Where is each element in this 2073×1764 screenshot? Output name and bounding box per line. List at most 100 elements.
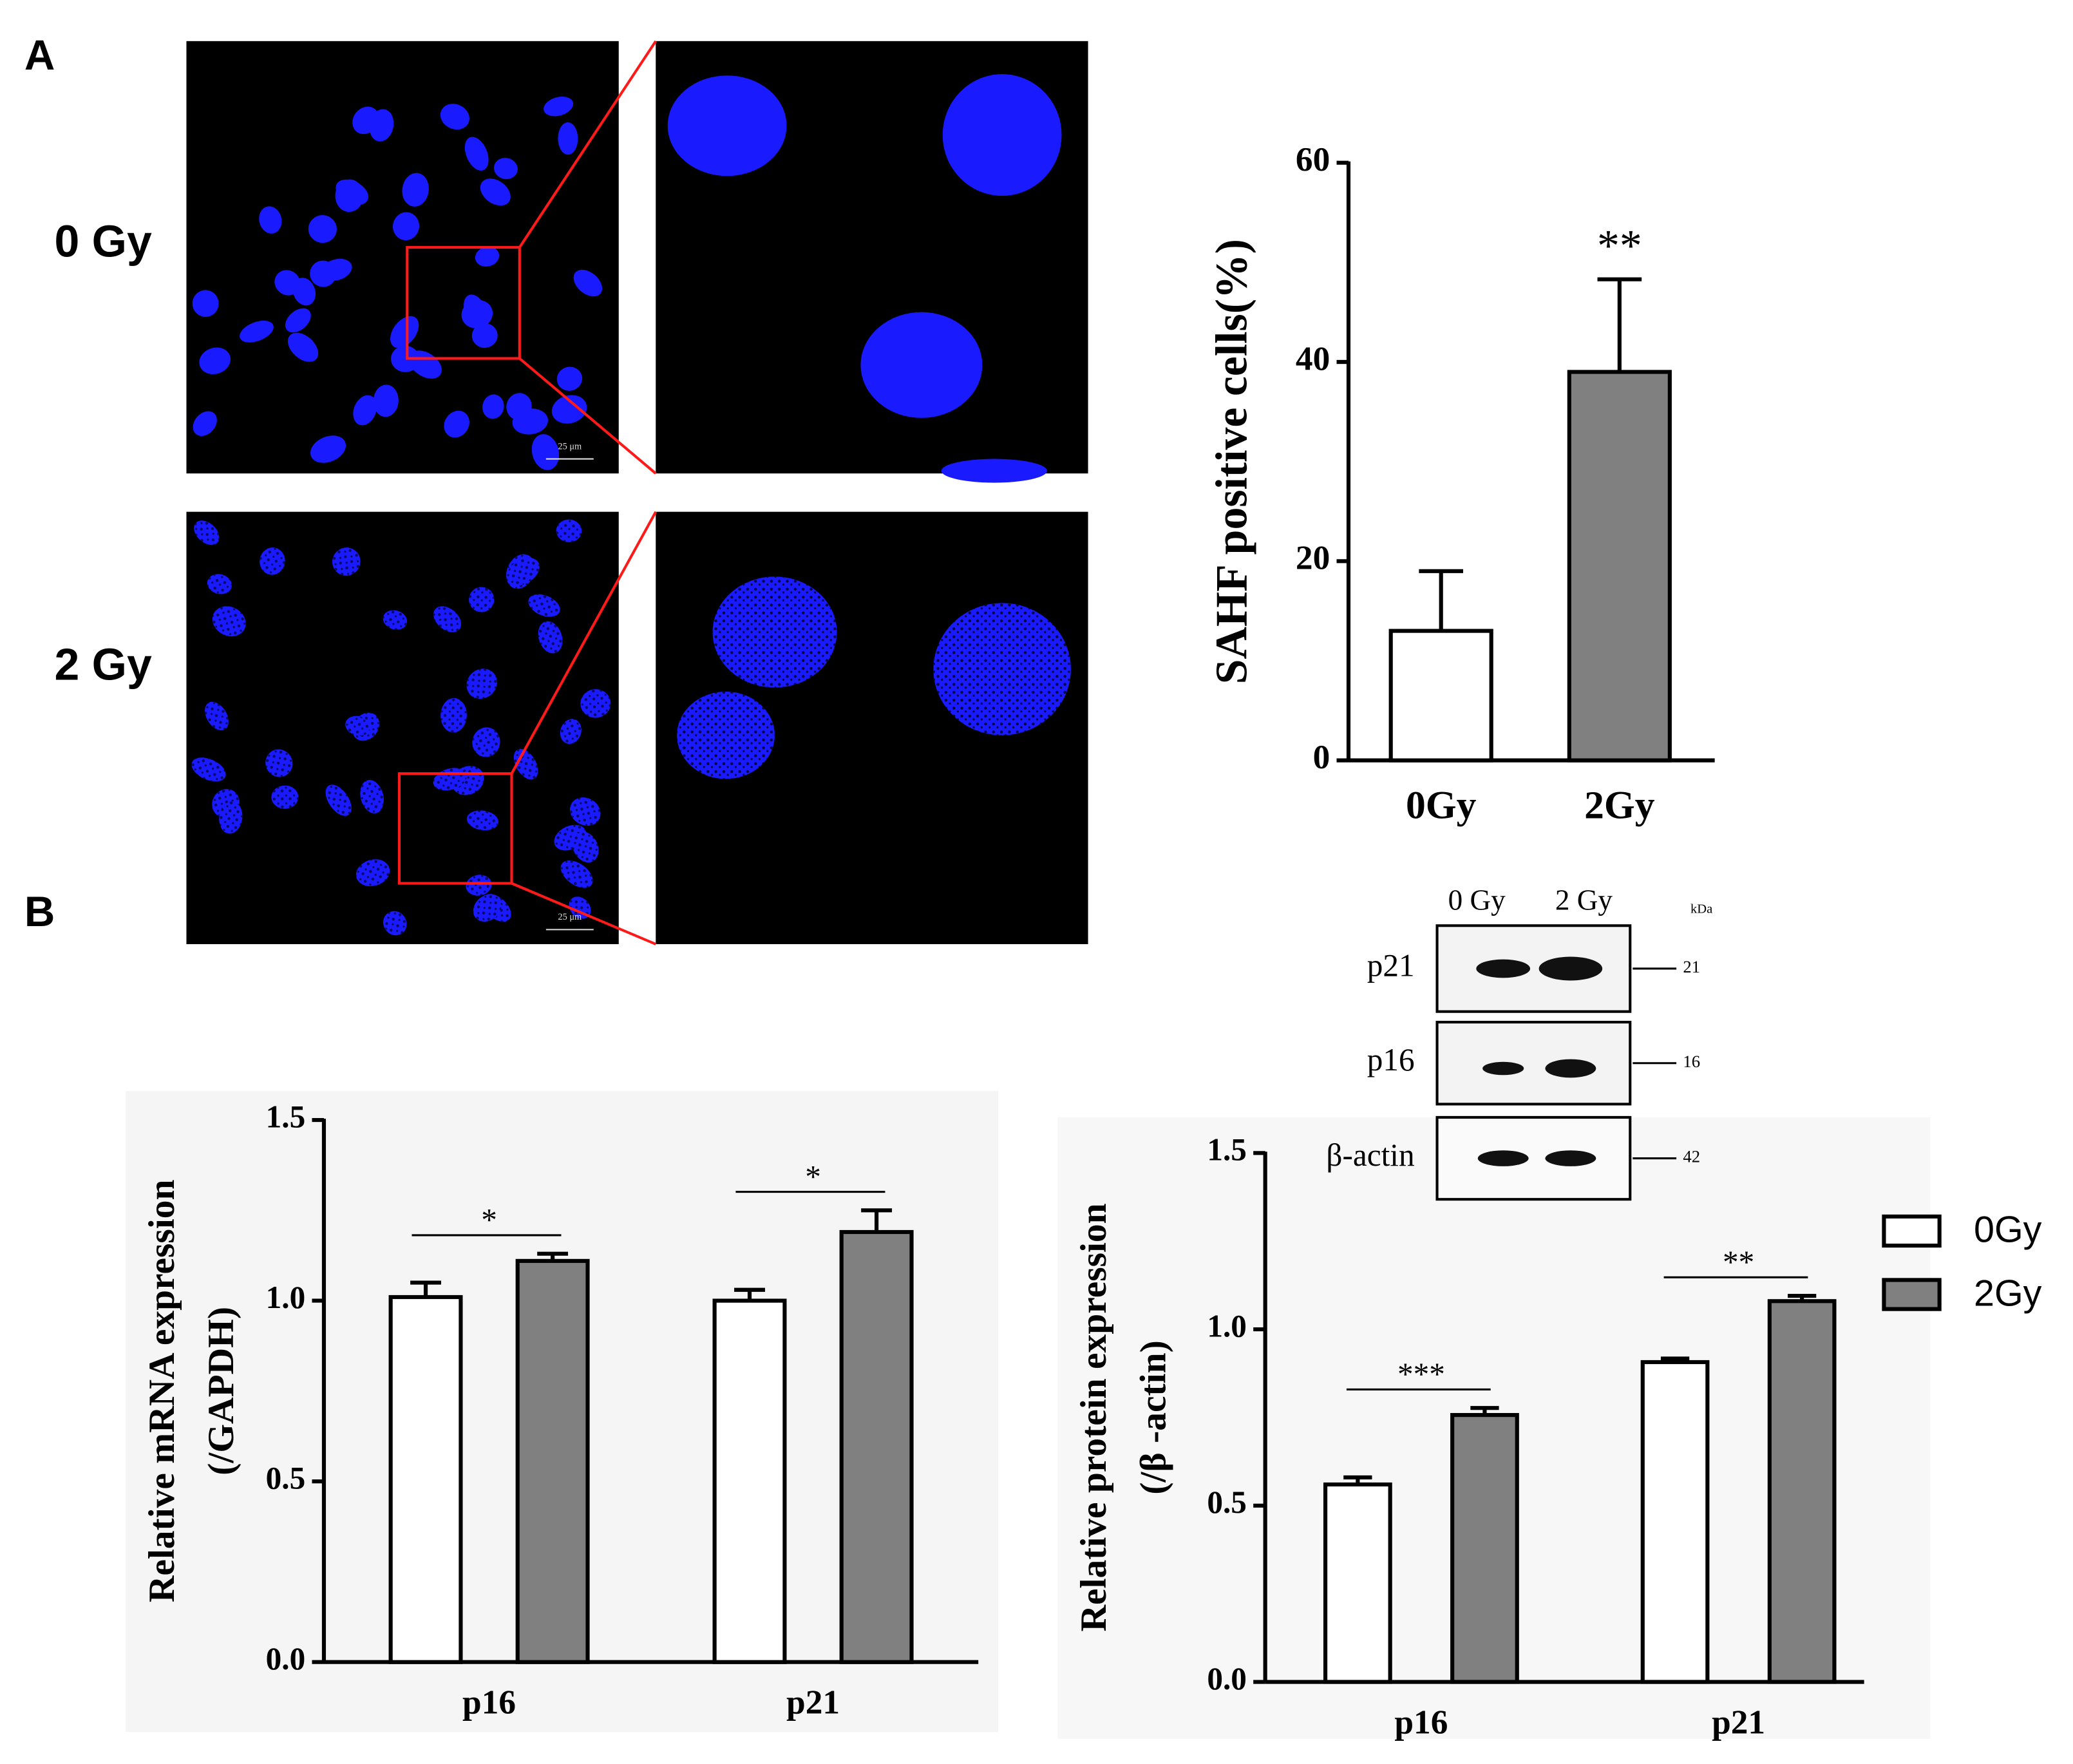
- nucleus-speckle: [332, 547, 361, 576]
- nucleus-speckle: [560, 719, 582, 744]
- y-axis-label: SAHF positive cells(%): [1207, 239, 1257, 684]
- nucleus: [464, 137, 489, 171]
- zoom-box: [397, 772, 513, 885]
- y-tick-label: 0.5: [266, 1460, 306, 1495]
- nucleus: [199, 347, 231, 375]
- nucleus: [440, 104, 469, 130]
- blot-protein: p16: [1367, 1042, 1415, 1077]
- blot-kda: 42: [1683, 1147, 1700, 1166]
- bar: [1567, 370, 1672, 763]
- nucleus-speckle: [466, 810, 498, 831]
- nucleus-speckle: [383, 610, 408, 630]
- zoom-box: [406, 246, 521, 360]
- blot-protein: p21: [1367, 947, 1415, 983]
- scale-bar-label: 25 μm: [558, 441, 582, 451]
- significance-label: ***: [1397, 1356, 1445, 1392]
- significance-label: **: [1597, 222, 1642, 271]
- nucleus: [493, 158, 518, 180]
- nucleus: [285, 308, 311, 333]
- y-tick-label: 1.5: [266, 1099, 306, 1134]
- blot-band: [1482, 1061, 1524, 1076]
- nucleus: [444, 410, 469, 438]
- nucleus-speckle: [677, 691, 775, 779]
- y-tick-label: 1.0: [1207, 1308, 1247, 1343]
- nucleus-speckle: [194, 520, 220, 545]
- nucleus-speckle: [260, 547, 285, 575]
- nucleus-speckle: [466, 669, 497, 699]
- nucleus: [369, 109, 394, 142]
- zoom-line: [511, 882, 657, 945]
- y-tick-label: 0.5: [1207, 1484, 1247, 1520]
- x-tick-label: p21: [786, 1683, 840, 1721]
- dose-label: 0 Gy: [54, 216, 151, 266]
- nucleus: [308, 215, 337, 243]
- nucleus-speckle: [572, 831, 599, 863]
- nucleus: [475, 246, 500, 267]
- y-tick-label: 40: [1296, 339, 1330, 377]
- nucleus: [192, 290, 219, 318]
- bar: [1767, 1299, 1837, 1684]
- y-axis-label: (/GAPDH): [201, 1307, 241, 1475]
- significance-label: *: [805, 1159, 821, 1194]
- nucleus-speckle: [466, 875, 492, 896]
- panel-label: A: [24, 32, 55, 79]
- nucleus: [259, 206, 282, 234]
- nucleus: [556, 366, 583, 391]
- blot-box: [1435, 1021, 1632, 1106]
- nucleus: [240, 320, 274, 343]
- y-axis-label: Relative protein expression: [1074, 1203, 1114, 1631]
- significance-label: *: [481, 1202, 497, 1238]
- scale-bar-label: 25 μm: [558, 912, 582, 922]
- blot-lane-label: 0 Gy: [1448, 884, 1506, 916]
- nucleus: [335, 179, 364, 213]
- blot-band: [1545, 1059, 1596, 1078]
- significance-label: **: [1723, 1244, 1754, 1280]
- nucleus: [480, 178, 511, 206]
- nucleus-speckle: [469, 587, 495, 612]
- nucleus-speckle: [345, 716, 371, 736]
- bar: [1450, 1413, 1519, 1684]
- nucleus: [471, 323, 498, 348]
- nucleus-speckle: [580, 689, 611, 718]
- y-tick-label: 20: [1296, 538, 1330, 577]
- nucleus-speckle: [219, 801, 243, 834]
- bar: [515, 1258, 590, 1664]
- error-bar: [861, 1208, 893, 1232]
- nucleus: [482, 394, 504, 419]
- nucleus-speckle: [440, 697, 467, 733]
- zoom-line: [518, 40, 657, 249]
- zoom-line: [518, 357, 657, 475]
- blot-band: [1477, 1150, 1529, 1166]
- bar: [1640, 1360, 1710, 1684]
- nucleus-speckle: [712, 576, 837, 688]
- bar: [1323, 1482, 1392, 1684]
- blot-band: [1538, 956, 1603, 981]
- legend-label: 2Gy: [1974, 1273, 2042, 1314]
- y-tick-label: 0.0: [1207, 1661, 1247, 1696]
- nucleus: [373, 384, 399, 417]
- nucleus-speckle: [433, 606, 462, 632]
- y-tick-label: 60: [1296, 140, 1330, 178]
- y-tick-label: 0: [1313, 737, 1330, 776]
- x-tick-label: 0Gy: [1406, 784, 1477, 828]
- legend-swatch: [1882, 1214, 1942, 1248]
- nucleus-speckle: [325, 784, 352, 816]
- nucleus-speckle: [933, 603, 1071, 735]
- panel-label: B: [24, 888, 55, 935]
- nucleus-speckle: [472, 727, 500, 757]
- nucleus: [287, 332, 319, 362]
- nucleus-speckle: [506, 558, 540, 586]
- nucleus: [391, 345, 420, 372]
- x-tick-label: p21: [1712, 1703, 1765, 1741]
- nucleus: [390, 316, 419, 348]
- blot-kda: 16: [1683, 1052, 1700, 1071]
- nucleus-speckle: [556, 519, 582, 542]
- nucleus: [860, 312, 983, 418]
- nucleus-speckle: [271, 785, 299, 809]
- nucleus: [310, 435, 346, 463]
- nucleus-speckle: [360, 780, 384, 813]
- nucleus: [544, 96, 574, 117]
- blot-kda: 21: [1683, 957, 1700, 976]
